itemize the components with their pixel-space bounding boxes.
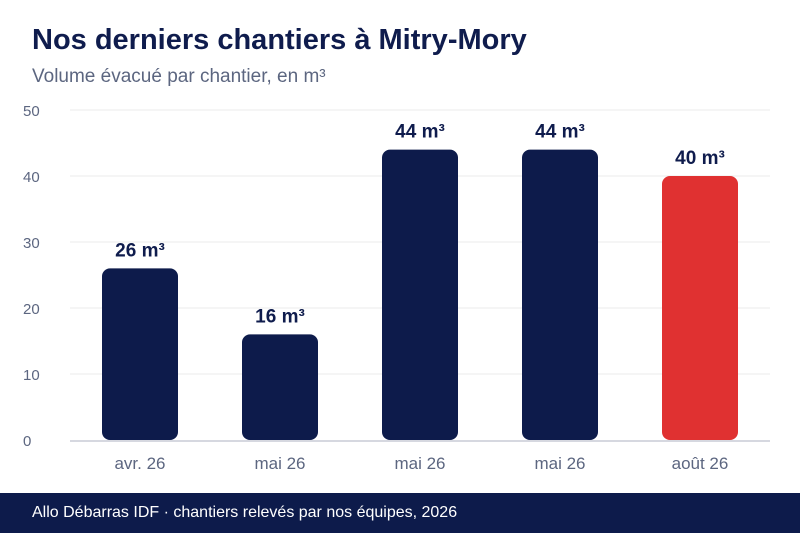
x-tick-label: mai 26 [534, 454, 585, 473]
x-tick-label: mai 26 [394, 454, 445, 473]
data-label: 44 m³ [535, 122, 585, 143]
bar-chart: 0 10 20 30 40 50 26 m³ avr. 26 16 m³ mai 26 44 m³ m… [23, 103, 770, 473]
y-tick-label: 20 [23, 301, 40, 318]
y-tick-label: 50 [23, 103, 40, 120]
bar [522, 149, 598, 440]
y-tick-label: 0 [23, 433, 31, 450]
chart-title: Nos derniers chantiers à Mitry-Mory [32, 24, 527, 56]
x-tick-label: mai 26 [254, 454, 305, 473]
y-tick-label: 10 [23, 367, 40, 384]
data-label: 40 m³ [675, 148, 725, 169]
data-label: 44 m³ [395, 122, 445, 143]
chart-subtitle: Volume évacué par chantier, en m³ [32, 66, 326, 87]
bar [382, 149, 458, 440]
y-tick-label: 40 [23, 169, 40, 186]
bar [242, 334, 318, 440]
x-tick-label: août 26 [672, 454, 729, 473]
footer-bar: Allo Débarras IDF · chantiers relevés pa… [0, 493, 800, 533]
bar [102, 268, 178, 440]
x-tick-label: avr. 26 [114, 454, 165, 473]
bar [662, 176, 738, 440]
data-label: 16 m³ [255, 306, 305, 327]
y-tick-label: 30 [23, 235, 40, 252]
footer-source-text: Allo Débarras IDF · chantiers relevés pa… [32, 504, 458, 521]
data-label: 26 m³ [115, 240, 165, 261]
